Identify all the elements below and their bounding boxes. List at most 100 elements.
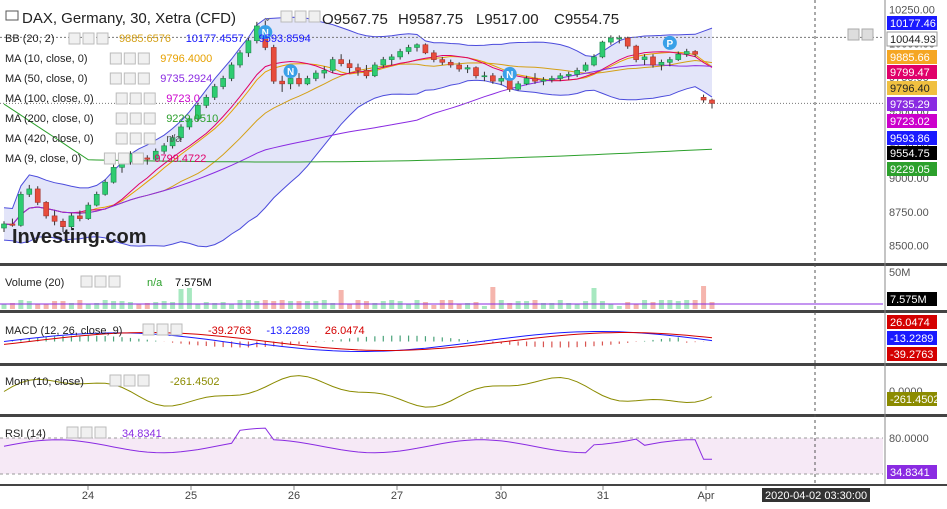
eye-icon[interactable] [103, 152, 116, 165]
indicator-legend[interactable]: MA (50, close, 0) 9735.2924 [5, 72, 212, 85]
volume-bar [203, 302, 209, 309]
volume-bar [229, 304, 235, 309]
gear-icon[interactable] [117, 152, 130, 165]
gear-icon[interactable] [847, 28, 860, 41]
candle-body [296, 78, 302, 85]
indicator-legend[interactable]: MA (9, close, 0) 9799.4722 [5, 152, 206, 165]
candle-body [245, 40, 252, 54]
candle-body [523, 78, 530, 85]
gear-icon[interactable] [123, 52, 136, 65]
eye-icon[interactable] [115, 92, 128, 105]
momentum-line [3, 375, 713, 408]
gear-icon[interactable] [80, 426, 93, 439]
volume-bar [372, 303, 378, 309]
price-badge-value: 9735.29 [890, 99, 930, 111]
macd-badge-bg [887, 315, 937, 329]
close-icon[interactable] [308, 10, 321, 23]
indicator-value: 9229.0510 [166, 113, 218, 125]
eye-icon[interactable] [115, 112, 128, 125]
candle-body [380, 59, 387, 66]
event-marker-n[interactable]: N [283, 64, 298, 79]
macd-legend[interactable]: MACD (12, 26, close, 9) -39.2763 -13.2289 2… [5, 323, 365, 337]
mom-legend[interactable]: Mom (10, close) -261.4502 [5, 374, 220, 388]
close-icon[interactable] [137, 72, 150, 85]
close-icon[interactable] [170, 323, 183, 336]
volume-bar [481, 306, 487, 309]
ohlc-value: L9517.00 [476, 11, 539, 28]
chevron-down-icon[interactable]: ⌄ [262, 9, 273, 24]
price-badge-value: 10177.46 [890, 18, 936, 30]
gear-icon[interactable] [82, 32, 95, 45]
time-label: 25 [185, 490, 197, 502]
indicator-legend[interactable]: MA (420, close, 0) n/a [5, 132, 182, 145]
candle-body [287, 78, 294, 85]
indicator-legend[interactable]: BB (20, 2) 9885.6576 10177.4557 9593.8594 [5, 32, 311, 45]
volume-legend[interactable]: Volume (20) n/a 7.575M [5, 275, 212, 289]
candle-body [355, 67, 361, 71]
candle-body [152, 150, 159, 160]
volume-bar [313, 301, 319, 309]
volume-value-ma: n/a [147, 277, 163, 289]
candle-body [422, 44, 429, 54]
close-icon[interactable] [143, 112, 156, 125]
candle-body [186, 118, 193, 128]
event-marker-n[interactable]: N [258, 25, 273, 40]
mom-badge-value: -261.4502 [890, 394, 940, 406]
volume-bar [406, 304, 412, 309]
eye-icon[interactable] [68, 32, 81, 45]
indicator-legend[interactable]: MA (200, close, 0) 9229.0510 [5, 112, 218, 125]
price-tick-label: 10250.00 [889, 5, 935, 17]
gear-icon[interactable] [156, 323, 169, 336]
close-icon[interactable] [861, 28, 874, 41]
eye-icon[interactable] [142, 323, 155, 336]
close-icon[interactable] [143, 92, 156, 105]
volume-bar [616, 306, 622, 309]
gear-icon[interactable] [123, 72, 136, 85]
gear-icon[interactable] [129, 92, 142, 105]
volume-bar [363, 301, 369, 309]
close-icon[interactable] [137, 374, 150, 387]
rsi-legend[interactable]: RSI (14) 34.8341 [5, 426, 162, 440]
time-cursor-label: 2020-04-02 03:30:00 [765, 490, 867, 502]
gear-icon[interactable] [123, 374, 136, 387]
eye-icon[interactable] [66, 426, 79, 439]
close-icon[interactable] [137, 52, 150, 65]
indicator-legend[interactable]: MA (10, close, 0) 9796.4000 [5, 52, 212, 65]
price-badge: 9796.40 [887, 81, 937, 95]
event-marker-p[interactable]: P [662, 35, 677, 50]
close-icon[interactable] [143, 132, 156, 145]
volume-bar [675, 301, 681, 309]
eye-icon[interactable] [80, 275, 93, 288]
eye-icon[interactable] [280, 10, 293, 23]
close-icon[interactable] [94, 426, 107, 439]
candle-body [532, 78, 538, 82]
bollinger-lower-line [3, 79, 713, 248]
volume-bar [347, 304, 353, 309]
eye-icon[interactable] [109, 72, 122, 85]
volume-bar [583, 301, 589, 309]
close-icon[interactable] [131, 152, 144, 165]
event-marker-label: N [262, 28, 269, 39]
indicator-legend[interactable]: MA (100, close, 0) 9723.0 [5, 92, 200, 105]
eye-icon[interactable] [109, 374, 122, 387]
ohlc-value: H9587.75 [398, 11, 463, 28]
candle-body [582, 64, 589, 71]
candle-body [169, 137, 176, 147]
indicator-label: MA (100, close, 0) [5, 93, 94, 105]
close-icon[interactable] [108, 275, 121, 288]
close-icon[interactable] [96, 32, 109, 45]
volume-bar [136, 304, 142, 309]
candle-body [439, 59, 446, 63]
gear-icon[interactable] [294, 10, 307, 23]
candle-body [608, 37, 614, 43]
gear-icon[interactable] [129, 112, 142, 125]
candle-body [313, 72, 319, 79]
gear-icon[interactable] [129, 132, 142, 145]
event-marker-n[interactable]: N [502, 66, 517, 81]
gear-icon[interactable] [94, 275, 107, 288]
indicator-label: MA (10, close, 0) [5, 53, 88, 65]
eye-icon[interactable] [115, 132, 128, 145]
eye-icon[interactable] [109, 52, 122, 65]
volume-bar [515, 301, 521, 309]
